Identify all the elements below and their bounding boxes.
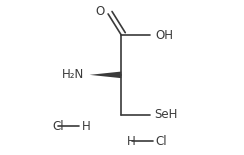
Polygon shape [90,72,121,78]
Text: O: O [95,5,105,18]
Text: Cl: Cl [156,135,167,148]
Text: OH: OH [156,29,174,42]
Text: Cl: Cl [52,120,64,133]
Text: SeH: SeH [154,108,178,121]
Text: H: H [127,135,135,148]
Text: H: H [81,120,90,133]
Text: H₂N: H₂N [62,68,84,81]
